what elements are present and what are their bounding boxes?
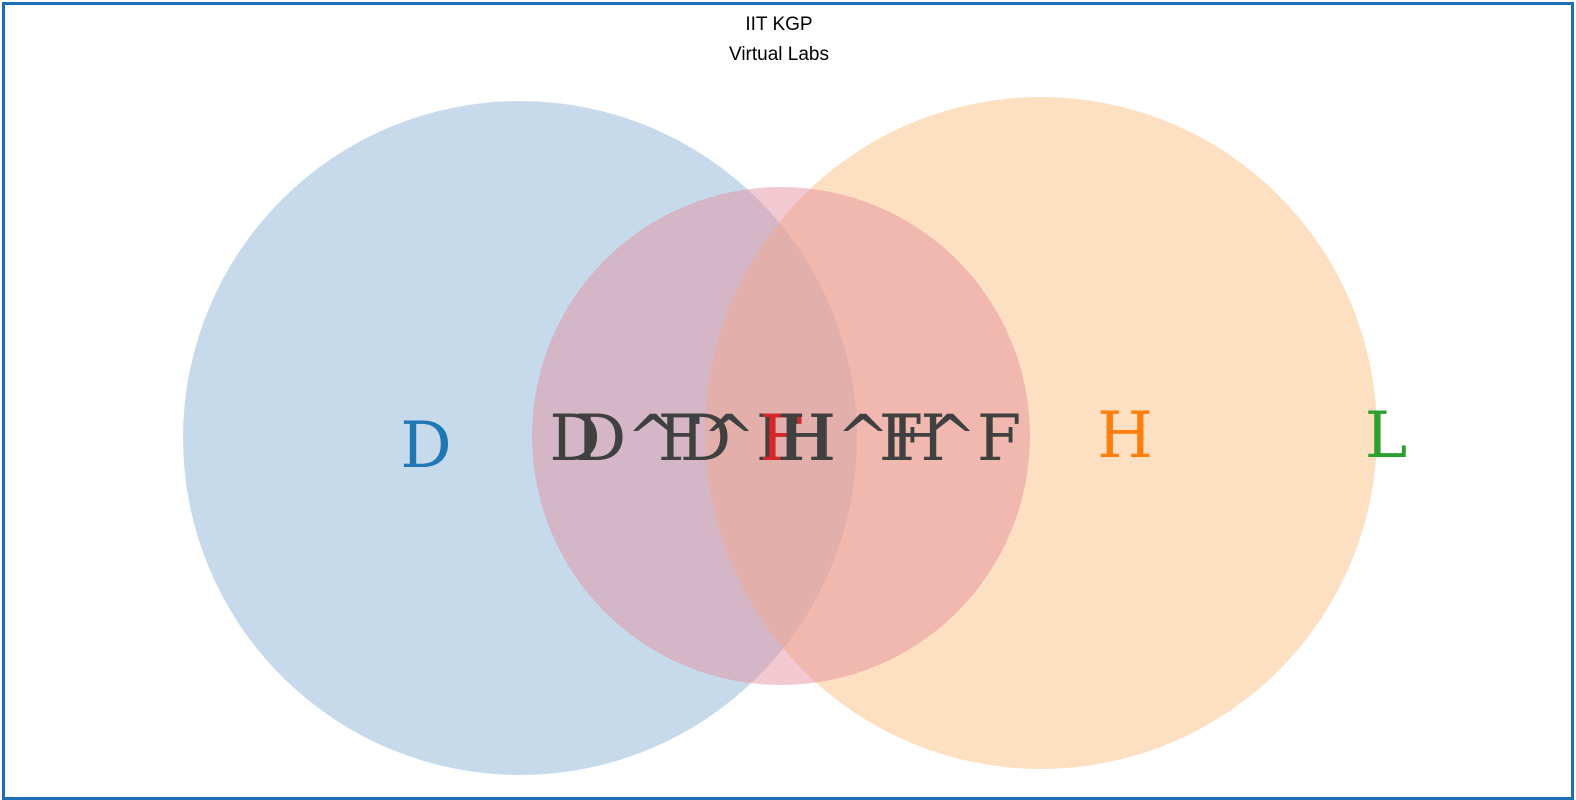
venn-diagram: IIT KGP Virtual Labs D H L D D^D F^F F H… xyxy=(183,14,1408,775)
label-overlap-1: D xyxy=(549,402,600,476)
label-overlap-4: H xyxy=(777,402,833,476)
label-overlap-6: F^F xyxy=(879,402,1021,476)
header-line-1: IIT KGP xyxy=(745,14,812,35)
label-overlap-5: H^H xyxy=(780,402,945,476)
left-circle xyxy=(183,101,857,775)
header-line-2: Virtual Labs xyxy=(729,44,829,65)
label-right-region: H xyxy=(1097,399,1153,473)
middle-circle xyxy=(532,187,1030,685)
label-left-region: D xyxy=(400,409,451,483)
label-outside-region: L xyxy=(1365,399,1408,473)
right-circle xyxy=(705,97,1377,769)
label-overlap-3: F^F xyxy=(658,402,800,476)
label-overlap-center: F xyxy=(760,402,804,476)
label-overlap-2: D^D xyxy=(575,402,731,476)
